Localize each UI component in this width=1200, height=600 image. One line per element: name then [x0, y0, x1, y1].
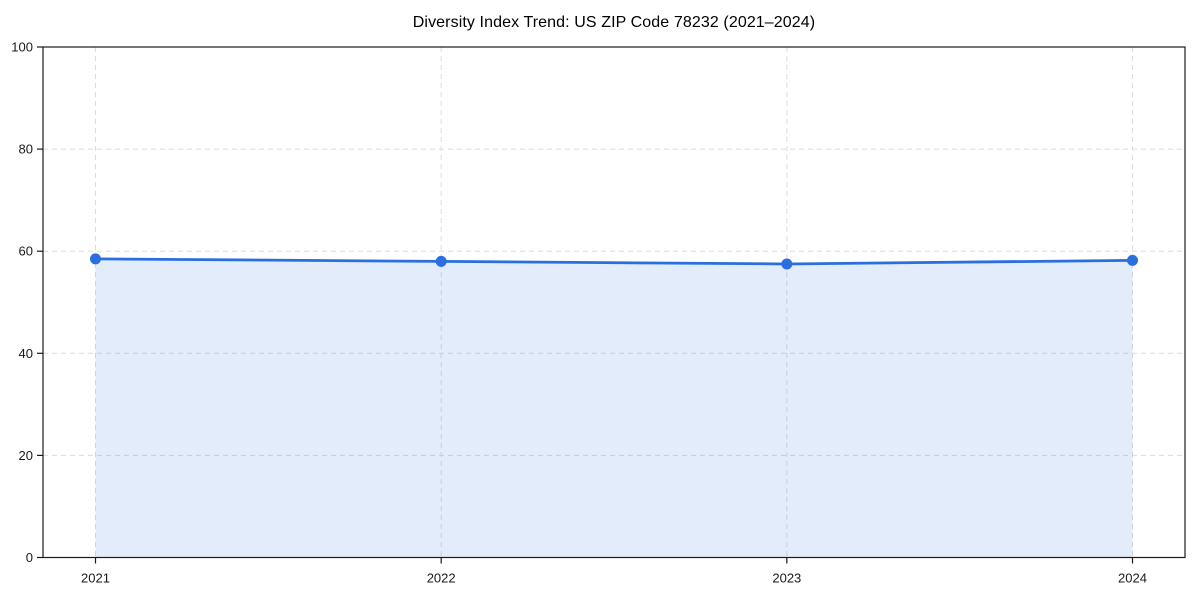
- x-tick-label: 2021: [81, 571, 110, 586]
- y-tick-label: 60: [19, 244, 33, 259]
- chart-title: Diversity Index Trend: US ZIP Code 78232…: [412, 14, 816, 31]
- x-tick-label: 2023: [772, 571, 801, 586]
- y-tick-label: 80: [19, 142, 33, 157]
- area-fill: [95, 258, 1133, 558]
- data-point-marker: [1127, 254, 1138, 266]
- y-tick-label: 40: [19, 346, 33, 361]
- y-tick-label: 100: [11, 40, 33, 55]
- data-point-marker: [90, 253, 101, 265]
- x-tick-label: 2024: [1118, 571, 1147, 586]
- y-tick-label: 0: [26, 550, 33, 565]
- data-point-marker: [781, 258, 793, 270]
- y-tick-label: 20: [19, 448, 33, 463]
- x-tick-label: 2022: [427, 571, 456, 586]
- trend-line: [94, 257, 1134, 266]
- axes-frame: [42, 46, 1186, 559]
- data-point-marker: [435, 255, 447, 267]
